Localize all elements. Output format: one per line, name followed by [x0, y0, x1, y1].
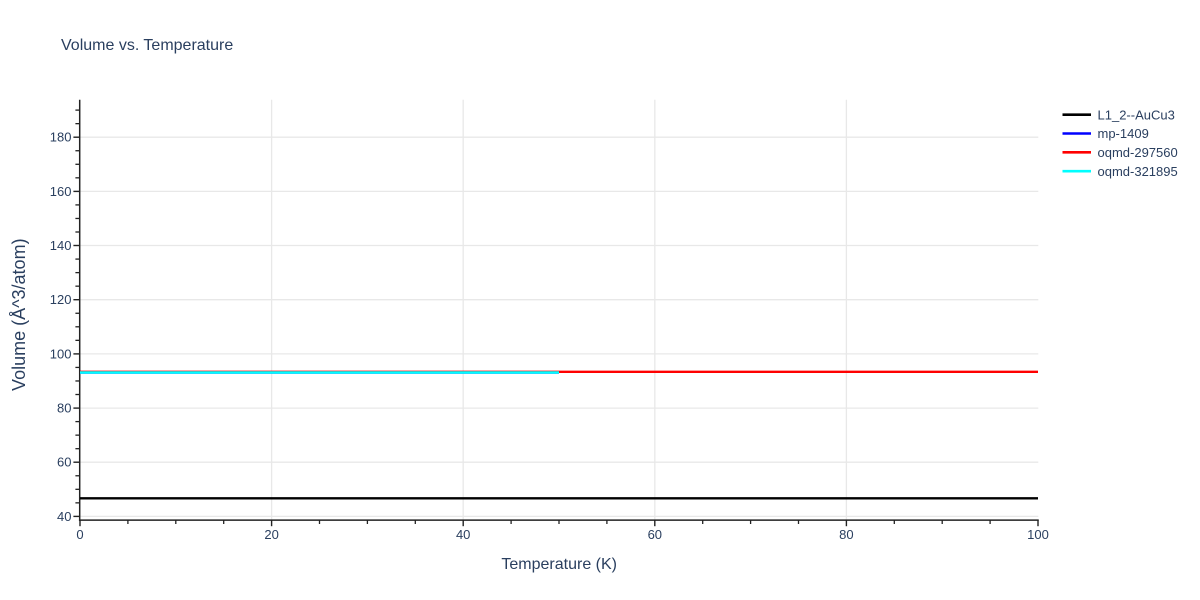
- svg-text:Volume vs. Temperature: Volume vs. Temperature: [61, 37, 233, 54]
- svg-text:oqmd-321895: oqmd-321895: [1098, 164, 1178, 179]
- svg-text:L1_2--AuCu3: L1_2--AuCu3: [1098, 107, 1175, 122]
- svg-text:Volume (Å^3/atom): Volume (Å^3/atom): [9, 238, 29, 391]
- svg-text:oqmd-297560: oqmd-297560: [1098, 145, 1178, 160]
- svg-text:120: 120: [50, 292, 72, 307]
- svg-text:Temperature (K): Temperature (K): [501, 556, 617, 573]
- svg-text:180: 180: [50, 130, 72, 145]
- svg-text:0: 0: [76, 527, 83, 542]
- svg-text:80: 80: [839, 527, 853, 542]
- svg-text:60: 60: [57, 455, 71, 470]
- svg-text:100: 100: [1027, 527, 1049, 542]
- svg-text:20: 20: [264, 527, 278, 542]
- svg-text:80: 80: [57, 401, 71, 416]
- svg-text:140: 140: [50, 238, 72, 253]
- svg-text:60: 60: [648, 527, 662, 542]
- svg-text:100: 100: [50, 346, 72, 361]
- svg-text:mp-1409: mp-1409: [1098, 126, 1149, 141]
- svg-text:160: 160: [50, 184, 72, 199]
- svg-text:40: 40: [57, 509, 71, 524]
- svg-text:40: 40: [456, 527, 470, 542]
